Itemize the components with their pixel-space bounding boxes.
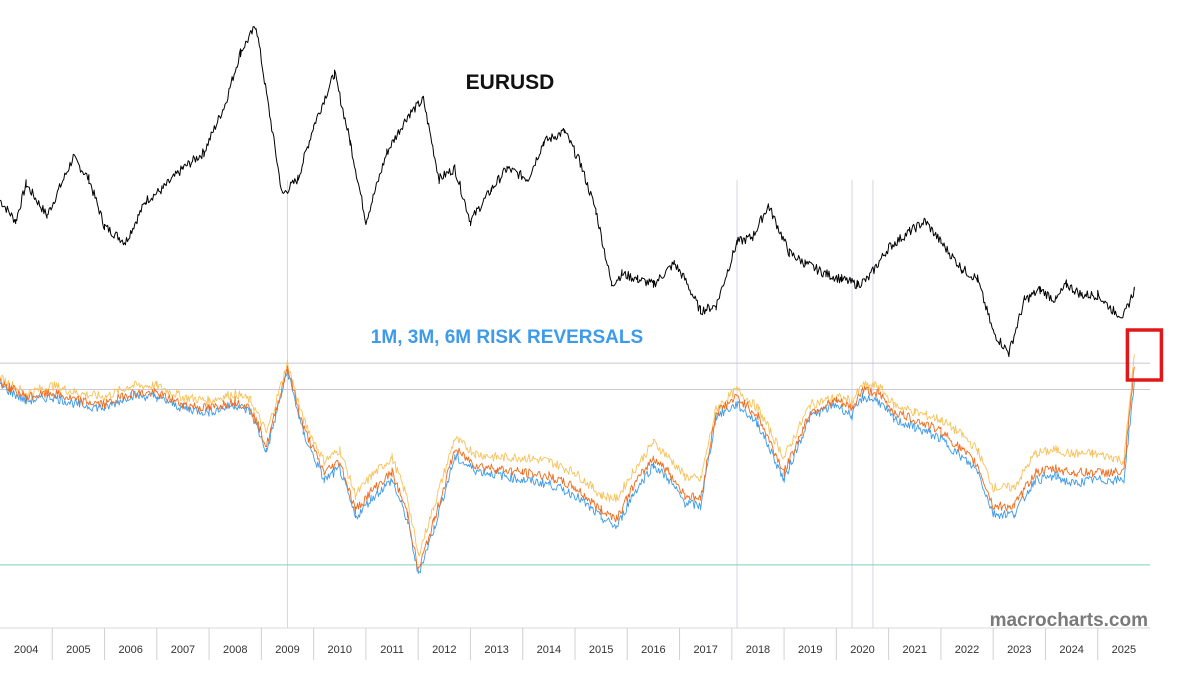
x-tick-label: 2021 [903,644,927,656]
watermark-text: macrocharts.com [990,610,1148,631]
x-tick-label: 2014 [537,644,561,656]
grid-layer [287,180,874,628]
x-tick-label: 2009 [275,644,299,656]
x-tick-label: 2024 [1059,644,1083,656]
lower-series-line [0,353,1135,557]
x-tick-label: 2022 [955,644,979,656]
x-tick-label: 2012 [432,644,456,656]
x-tick-label: 2004 [14,644,38,656]
chart-subtitle: 1M, 3M, 6M RISK REVERSALS [371,327,643,348]
x-tick-label: 2016 [641,644,665,656]
lower-series-line [0,368,1135,575]
x-tick-label: 2007 [171,644,195,656]
lower-series-line [0,365,1135,571]
x-tick-label: 2015 [589,644,613,656]
series-layer [0,26,1135,575]
chart-title: EURUSD [466,71,555,94]
x-axis: 2004 2005 2006 2007 2008 2009 2010 2011 2012 2013… [0,627,1150,660]
highlight-box [1125,328,1164,382]
x-tick-label: 2019 [798,644,822,656]
x-tick-label: 2008 [223,644,247,656]
upper-series-line [0,26,1135,358]
highlight-layer [1125,328,1164,382]
x-tick-label: 2023 [1007,644,1031,656]
x-tick-label: 2010 [328,644,352,656]
x-tick-label: 2017 [693,644,717,656]
x-tick-label: 2020 [850,644,874,656]
reference-lines [0,362,1150,566]
x-tick-label: 2005 [66,644,90,656]
x-tick-label: 2013 [484,644,508,656]
x-tick-label: 2006 [118,644,142,656]
x-tick-label: 2018 [746,644,770,656]
x-tick-label: 2025 [1112,644,1136,656]
x-tick-label: 2011 [380,644,404,656]
